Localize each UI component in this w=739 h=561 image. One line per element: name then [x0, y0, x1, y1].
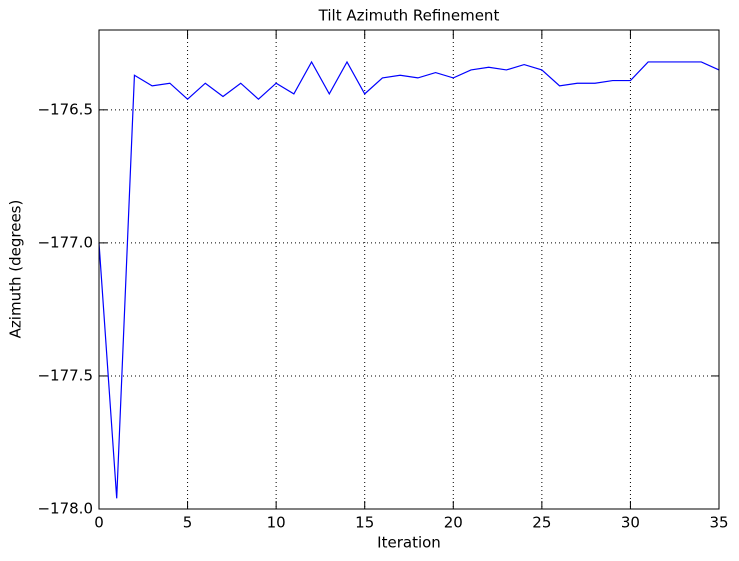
x-tick-label: 30: [621, 514, 640, 532]
chart-title: Tilt Azimuth Refinement: [318, 7, 500, 25]
x-tick-label: 25: [532, 514, 551, 532]
y-tick-label: −176.5: [37, 100, 93, 118]
x-tick-label: 0: [94, 514, 104, 532]
y-axis-label: Azimuth (degrees): [7, 200, 25, 339]
x-tick-label: 10: [267, 514, 286, 532]
x-tick-label: 5: [183, 514, 193, 532]
y-tick-label: −177.0: [37, 233, 93, 251]
x-axis-label: Iteration: [377, 534, 441, 552]
y-tick-label: −178.0: [37, 500, 93, 518]
y-tick-label: −177.5: [37, 366, 93, 384]
x-tick-label: 20: [444, 514, 463, 532]
x-tick-label: 15: [355, 514, 374, 532]
plot-frame: [98, 29, 720, 510]
data-line: [98, 60, 720, 499]
x-tick-label: 35: [709, 514, 728, 532]
